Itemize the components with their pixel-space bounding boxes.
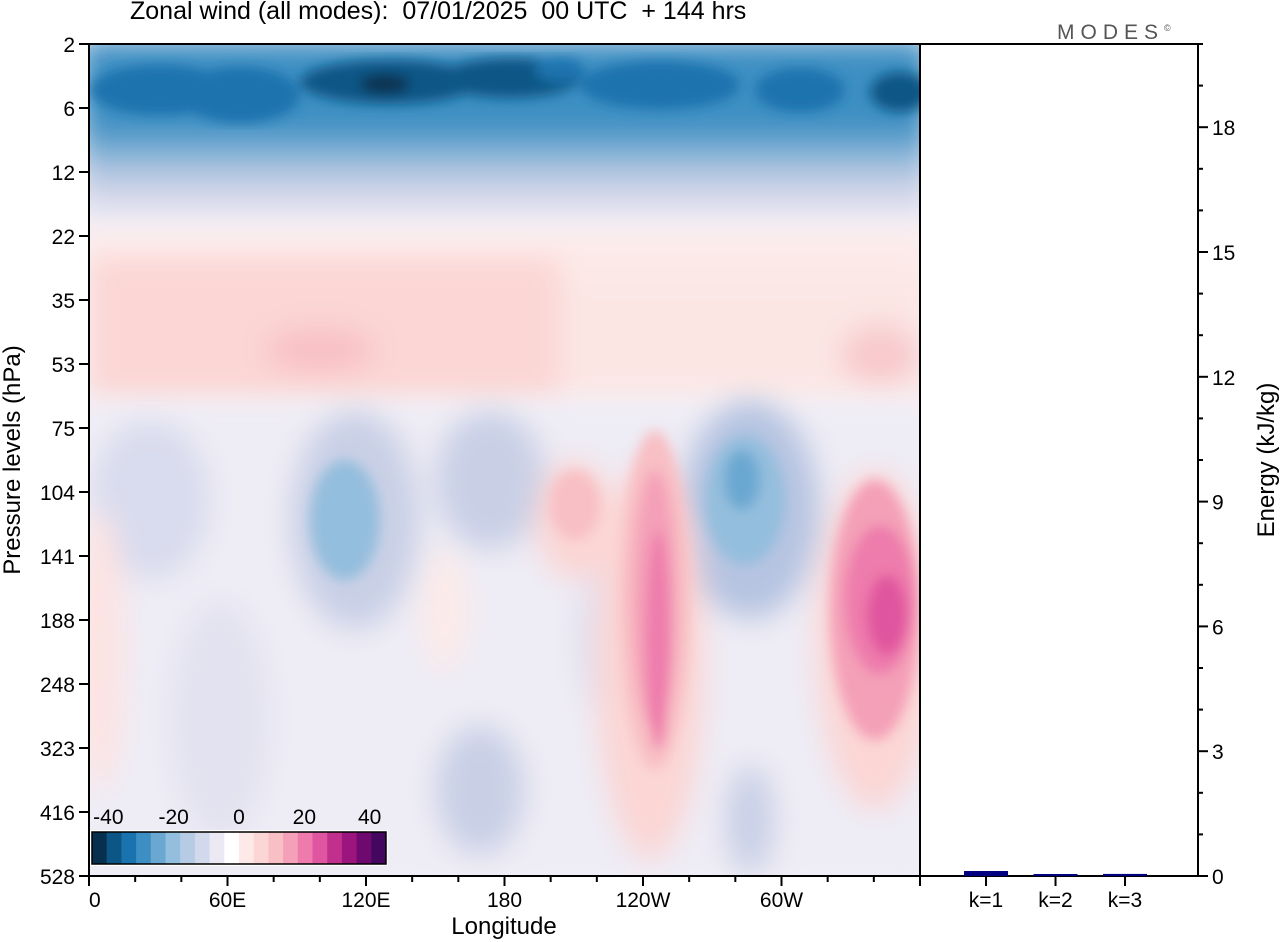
colorbar-swatch xyxy=(327,832,343,864)
energy-x-tick-label: k=2 xyxy=(1038,889,1072,912)
colorbar-swatch xyxy=(253,832,269,864)
energy-tick-label: 0 xyxy=(1212,866,1224,889)
energy-tick-label: 9 xyxy=(1212,492,1224,515)
colorbar-swatch xyxy=(194,832,211,864)
tropospheric-field xyxy=(89,400,920,876)
y-tick-label: 528 xyxy=(40,866,75,889)
energy-bar xyxy=(964,871,1009,876)
wind-heatmap xyxy=(89,44,920,876)
energy-tick-label: 3 xyxy=(1212,741,1224,764)
y-tick-label: 75 xyxy=(52,418,75,441)
energy-axis-title: Energy (kJ/kg) xyxy=(1253,383,1280,538)
colorbar-swatch xyxy=(165,832,181,864)
energy-tick-label: 18 xyxy=(1212,117,1235,140)
y-tick-label: 53 xyxy=(52,354,75,377)
colorbar-swatch xyxy=(356,832,372,864)
y-tick-label: 35 xyxy=(52,290,75,313)
y-tick-label: 323 xyxy=(40,738,75,761)
energy-bars: k=1 k=2 k=3 xyxy=(964,871,1148,912)
modes-logo: MODES© xyxy=(1057,21,1171,45)
colorbar-tick-label: -20 xyxy=(158,806,188,829)
colorbar-tick-label: 20 xyxy=(293,806,316,829)
y-tick-label: 104 xyxy=(40,482,75,505)
y-tick-label: 12 xyxy=(52,162,75,185)
stratospheric-westerly-band xyxy=(89,232,920,402)
energy-x-tick-label: k=1 xyxy=(969,889,1003,912)
colorbar: -40 -20 0 20 40 xyxy=(90,806,388,866)
colorbar-frame xyxy=(91,831,387,865)
energy-tick-label: 15 xyxy=(1212,242,1235,265)
x-tick-label: 120W xyxy=(616,889,671,912)
colorbar-swatch xyxy=(283,832,299,864)
colorbar-swatch xyxy=(136,832,152,864)
chart-title: Zonal wind (all modes): 07/01/2025 00 UT… xyxy=(130,0,747,25)
logo-text: MODES xyxy=(1057,21,1165,44)
x-tick-label: 60E xyxy=(209,889,246,912)
energy-bar xyxy=(1033,874,1078,876)
colorbar-tick-label: 0 xyxy=(233,806,245,829)
colorbar-swatch xyxy=(341,832,358,864)
colorbar-tick-label: -40 xyxy=(93,806,123,829)
energy-tick-label: 6 xyxy=(1212,616,1224,639)
tropospheric-cores xyxy=(310,430,920,770)
x-tick-label: 0 xyxy=(89,889,101,912)
y-tick-label: 416 xyxy=(40,802,75,825)
colorbar-swatch xyxy=(268,832,284,864)
y-tick-label: 188 xyxy=(40,610,75,633)
upper-jet-core xyxy=(90,58,920,123)
y-tick-label: 248 xyxy=(40,674,75,697)
logo-copyright-mark: © xyxy=(1164,23,1171,33)
energy-tick-label: 12 xyxy=(1212,367,1235,390)
energy-x-tick-label: k=3 xyxy=(1108,889,1142,912)
colorbar-swatch xyxy=(209,832,225,864)
energy-panel-frame xyxy=(919,43,1199,877)
x-tick-label: 120E xyxy=(341,889,390,912)
colorbar-swatch xyxy=(92,832,108,864)
energy-bar xyxy=(1103,873,1148,876)
colorbar-swatch xyxy=(297,832,313,864)
y-axis-title: Pressure levels (hPa) xyxy=(0,345,26,574)
y-tick-label: 6 xyxy=(63,98,75,121)
colorbar-swatch xyxy=(106,832,122,864)
colorbar-swatch xyxy=(121,832,137,864)
colorbar-swatch xyxy=(150,832,166,864)
x-tick-label: 60W xyxy=(760,889,803,912)
x-axis-title: Longitude xyxy=(451,913,556,940)
x-tick-label: 180 xyxy=(487,889,522,912)
colorbar-swatch xyxy=(180,832,196,864)
colorbar-swatch xyxy=(224,832,240,864)
colorbar-swatch xyxy=(239,832,255,864)
y-tick-label: 22 xyxy=(52,226,75,249)
colorbar-swatch xyxy=(371,832,387,864)
colorbar-tick-label: 40 xyxy=(358,806,381,829)
y-tick-label: 2 xyxy=(63,34,75,57)
y-tick-label: 141 xyxy=(40,546,75,569)
colorbar-swatch xyxy=(312,832,328,864)
